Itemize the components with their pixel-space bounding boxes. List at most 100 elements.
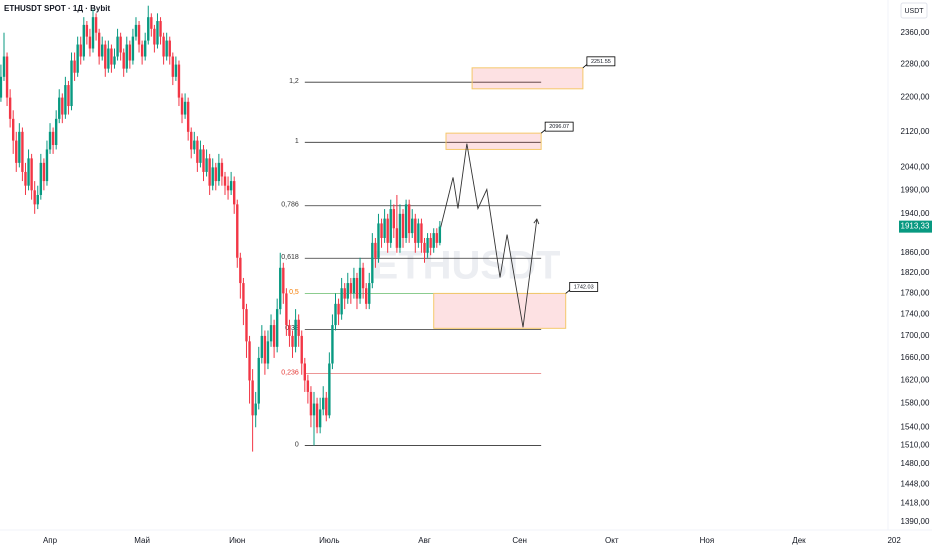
candle-body bbox=[211, 167, 214, 186]
candle-body bbox=[438, 226, 442, 243]
candle-body bbox=[73, 60, 76, 73]
candle-body bbox=[97, 32, 101, 57]
candle-body bbox=[183, 101, 187, 115]
candle-body bbox=[257, 357, 260, 404]
y-tick-label: 1660,00 bbox=[901, 353, 930, 362]
y-tick-label: 1510,00 bbox=[901, 441, 930, 450]
candle-body bbox=[407, 204, 411, 234]
candle-body bbox=[217, 162, 221, 182]
candle-body bbox=[220, 162, 224, 177]
candle-body bbox=[101, 44, 104, 57]
candle-body bbox=[113, 56, 116, 65]
candle-body bbox=[24, 171, 27, 186]
last-price-label: 1913,33 bbox=[901, 222, 930, 231]
y-tick-label: 1860,00 bbox=[901, 248, 930, 257]
candle-body bbox=[107, 48, 110, 69]
candle-body bbox=[386, 218, 389, 243]
candle-body bbox=[306, 380, 310, 392]
candle-body bbox=[119, 36, 122, 53]
candle-body bbox=[377, 223, 380, 258]
candle-body bbox=[199, 149, 202, 163]
fib-label: 1,2 bbox=[289, 78, 299, 85]
candle-body bbox=[171, 56, 175, 77]
candle-body bbox=[76, 44, 79, 73]
fib-label: 0,38 bbox=[285, 325, 299, 332]
candle-body bbox=[18, 131, 21, 163]
y-tick-label: 1580,00 bbox=[901, 399, 930, 408]
candle-body bbox=[395, 228, 399, 248]
candle-body bbox=[88, 36, 92, 49]
zone-label: 2096.07 bbox=[549, 124, 569, 130]
candle-body bbox=[279, 267, 282, 310]
candle-body bbox=[245, 309, 248, 342]
y-tick-label: 1540,00 bbox=[901, 422, 930, 431]
candle-body bbox=[352, 277, 356, 294]
candle-body bbox=[193, 140, 196, 150]
y-tick-label: 2280,00 bbox=[901, 60, 930, 69]
y-tick-label: 2120,00 bbox=[901, 127, 930, 136]
candle-body bbox=[42, 162, 46, 182]
candle-body bbox=[239, 257, 242, 284]
candle-body bbox=[309, 391, 313, 416]
currency-button[interactable] bbox=[900, 2, 928, 19]
candle-body bbox=[236, 204, 239, 258]
candle-body bbox=[168, 40, 171, 57]
candle-body bbox=[174, 64, 178, 77]
candle-body bbox=[312, 403, 316, 416]
candle-body bbox=[426, 237, 429, 253]
candle-body bbox=[315, 403, 319, 428]
candle-body bbox=[186, 101, 190, 132]
candle-body bbox=[61, 97, 64, 115]
candle-body bbox=[82, 24, 85, 57]
candle-body bbox=[233, 181, 236, 205]
candle-body bbox=[147, 17, 150, 41]
candle-body bbox=[263, 335, 267, 364]
candle-body bbox=[153, 28, 156, 45]
candle-body bbox=[70, 60, 73, 107]
candle-body bbox=[0, 76, 3, 98]
candle-body bbox=[322, 397, 325, 410]
candle-body bbox=[122, 52, 125, 69]
x-tick-label: Апр bbox=[43, 536, 58, 545]
candle-body bbox=[177, 64, 181, 98]
x-tick-label: Май bbox=[134, 536, 150, 545]
candle-body bbox=[79, 44, 82, 57]
candle-body bbox=[294, 319, 297, 347]
candle-body bbox=[156, 21, 159, 45]
candle-body bbox=[260, 335, 264, 358]
candle-body bbox=[435, 233, 438, 243]
candle-body bbox=[272, 325, 276, 347]
candle-body bbox=[420, 223, 423, 243]
candle-body bbox=[229, 181, 233, 191]
candle-body bbox=[85, 24, 89, 37]
candle-body bbox=[205, 158, 208, 172]
candle-body bbox=[248, 341, 251, 381]
x-tick-label: Ноя bbox=[700, 536, 715, 545]
candle-body bbox=[389, 209, 392, 243]
y-tick-label: 1780,00 bbox=[901, 289, 930, 298]
candle-body bbox=[374, 242, 377, 258]
candle-body bbox=[190, 131, 193, 150]
candle-body bbox=[288, 325, 291, 336]
candle-body bbox=[104, 44, 107, 69]
y-tick-label: 1448,00 bbox=[901, 479, 930, 488]
y-tick-label: 1480,00 bbox=[901, 459, 930, 468]
candle-body bbox=[417, 223, 420, 243]
candle-body bbox=[254, 403, 257, 416]
candle-body bbox=[27, 158, 30, 186]
candle-body bbox=[346, 283, 349, 299]
candle-body bbox=[414, 218, 417, 243]
fib-label: 1 bbox=[295, 138, 299, 145]
candle-body bbox=[5, 56, 9, 98]
candle-body bbox=[334, 303, 337, 326]
candle-body bbox=[143, 40, 147, 57]
candle-body bbox=[432, 233, 435, 248]
candle-body bbox=[54, 118, 58, 146]
candle-body bbox=[2, 56, 6, 77]
zone-label-box bbox=[569, 281, 599, 292]
x-tick-label: Дек bbox=[792, 536, 806, 545]
candle-body bbox=[371, 242, 374, 284]
candle-body bbox=[162, 36, 165, 57]
